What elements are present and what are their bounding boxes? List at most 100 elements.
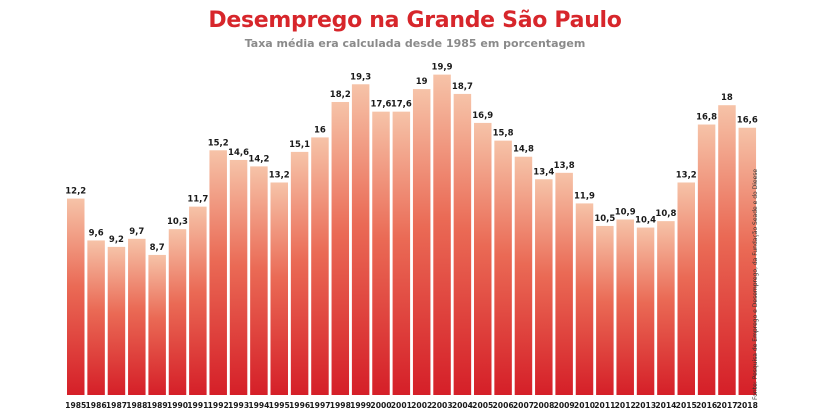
bar-2017 [718, 105, 736, 395]
x-tick-2003: 2003 [431, 401, 452, 410]
bar-1996 [290, 151, 309, 395]
x-tick-1995: 1995 [269, 401, 290, 410]
bar-2011 [596, 225, 614, 395]
value-label-2013: 10,4 [635, 216, 656, 226]
bar-2003 [433, 74, 451, 396]
x-tick-2013: 2013 [635, 401, 656, 410]
bar-1991 [189, 206, 207, 395]
value-label-2005: 16,9 [472, 111, 493, 121]
bar-2004 [453, 93, 472, 396]
x-tick-2006: 2006 [493, 401, 514, 410]
bar-1990 [168, 229, 187, 395]
x-tick-2004: 2004 [452, 401, 473, 410]
value-label-1985: 12,2 [65, 187, 86, 197]
bar-2000 [372, 111, 390, 395]
bar-1989 [148, 254, 166, 395]
bar-1992 [209, 150, 227, 395]
value-label-1994: 14,2 [248, 154, 269, 164]
x-tick-1996: 1996 [289, 401, 310, 410]
x-tick-1997: 1997 [309, 401, 330, 410]
bar-2013 [636, 227, 655, 395]
value-label-1991: 11,7 [187, 195, 208, 205]
x-tick-2014: 2014 [655, 401, 676, 410]
bar-2001 [392, 111, 411, 395]
x-tick-1994: 1994 [248, 401, 269, 410]
bar-1995 [270, 182, 288, 395]
value-label-1997: 16 [314, 125, 326, 135]
value-label-2009: 13,8 [554, 161, 575, 171]
value-label-2017: 18 [721, 93, 733, 103]
chart-subtitle: Taxa média era calculada desde 1985 em p… [244, 37, 586, 50]
bar-2016 [697, 124, 716, 396]
bar-2005 [474, 122, 492, 395]
bar-2018 [738, 127, 757, 396]
chart-title: Desemprego na Grande São Paulo [208, 8, 622, 33]
bar-1997 [311, 137, 329, 395]
value-label-1996: 15,1 [289, 140, 310, 150]
value-label-2002: 19 [416, 77, 428, 87]
value-label-1998: 18,2 [330, 90, 351, 100]
x-tick-1987: 1987 [106, 401, 127, 410]
bar-1994 [250, 166, 268, 395]
bar-2014 [657, 221, 675, 395]
value-label-2016: 16,8 [696, 113, 717, 123]
bar-1999 [351, 84, 370, 396]
bar-2009 [555, 172, 573, 395]
x-tick-1991: 1991 [187, 401, 208, 410]
x-tick-2008: 2008 [533, 401, 554, 410]
x-tick-1989: 1989 [147, 401, 168, 410]
value-label-1995: 13,2 [269, 170, 290, 180]
value-label-2004: 18,7 [452, 82, 473, 92]
bar-1993 [229, 159, 248, 395]
bar-1987 [107, 246, 126, 395]
x-tick-2007: 2007 [513, 401, 534, 410]
bar-2008 [535, 179, 553, 395]
value-label-1993: 14,6 [228, 148, 249, 158]
bar-1988 [128, 238, 146, 395]
source-note: Fonte: Pesquisa de Emprego e Desemprego,… [752, 168, 759, 400]
bar-1985 [67, 198, 85, 395]
bar-1986 [87, 240, 105, 395]
x-tick-labels-group: 1985 1986 1987 1988 1989 1990 1991 1992 1993 1994… [65, 401, 758, 410]
x-tick-2005: 2005 [472, 401, 493, 410]
x-tick-1990: 1990 [167, 401, 188, 410]
bar-2007 [514, 156, 533, 395]
value-label-2008: 13,4 [533, 167, 554, 177]
bar-1998 [331, 101, 350, 395]
bar-2010 [575, 203, 594, 395]
bar-2002 [412, 89, 431, 395]
x-tick-2001: 2001 [391, 401, 412, 410]
x-tick-1992: 1992 [208, 401, 229, 410]
value-label-2011: 10,5 [594, 214, 615, 224]
value-label-2000: 17,6 [371, 100, 392, 110]
x-tick-2000: 2000 [370, 401, 391, 410]
value-label-1986: 9,6 [89, 228, 104, 238]
x-tick-2010: 2010 [574, 401, 595, 410]
x-tick-1999: 1999 [350, 401, 371, 410]
value-label-1990: 10,3 [167, 217, 188, 227]
x-tick-2016: 2016 [696, 401, 717, 410]
x-tick-2017: 2017 [716, 401, 737, 410]
bar-2015 [677, 182, 695, 395]
x-tick-2002: 2002 [411, 401, 432, 410]
x-tick-2012: 2012 [615, 401, 636, 410]
x-tick-2009: 2009 [554, 401, 575, 410]
x-tick-2011: 2011 [594, 401, 615, 410]
bar-2012 [616, 219, 634, 395]
bar-2006 [494, 140, 512, 395]
value-label-2010: 11,9 [574, 191, 595, 201]
value-label-2012: 10,9 [615, 208, 636, 218]
value-label-1992: 15,2 [208, 138, 229, 148]
x-tick-1988: 1988 [126, 401, 147, 410]
value-label-2014: 10,8 [655, 209, 676, 219]
value-label-2007: 14,8 [513, 145, 534, 155]
x-tick-2018: 2018 [737, 401, 758, 410]
x-tick-2015: 2015 [676, 401, 697, 410]
value-label-2018: 16,6 [737, 116, 758, 126]
bars-group [67, 74, 757, 396]
value-label-1989: 8,7 [150, 243, 165, 253]
value-label-2006: 15,8 [493, 129, 514, 139]
value-label-1987: 9,2 [109, 235, 124, 245]
x-tick-1998: 1998 [330, 401, 351, 410]
